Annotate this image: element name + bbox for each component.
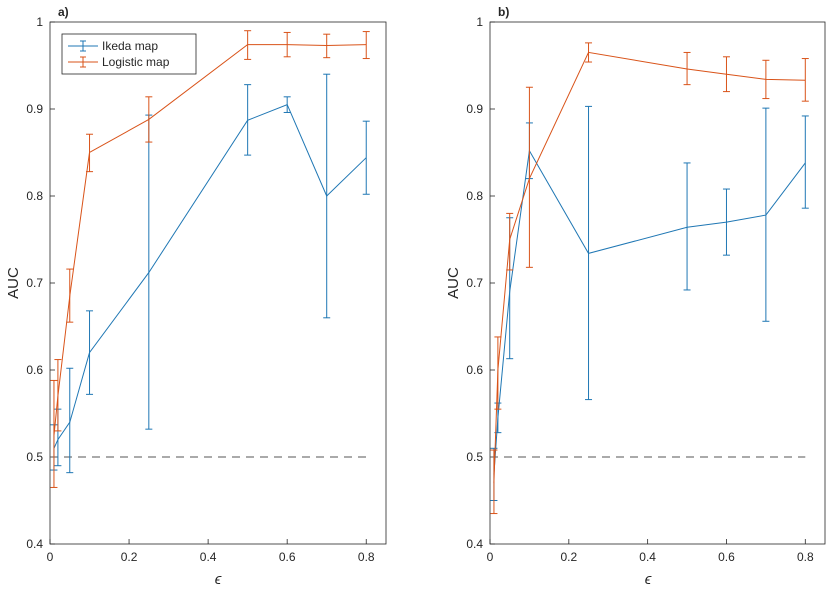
legend-label-logistic: Logistic map bbox=[102, 55, 170, 69]
panel-b: b) AUC ϵ 0 0.2 0.4 0.6 0.8 0.4 0.5 0.6 0.7 0.8 0.9… bbox=[445, 5, 826, 588]
x-tick-label-a: 0 bbox=[47, 550, 54, 564]
x-tick-label-b: 0.4 bbox=[639, 550, 656, 564]
legend-swatch-ikeda bbox=[68, 40, 98, 52]
y-axis-title-a: AUC bbox=[5, 267, 22, 299]
y-tick-label-a: 0.7 bbox=[26, 276, 43, 290]
error-bar-ikeda-map-b bbox=[801, 115, 809, 209]
y-tick-label-a: 0.6 bbox=[26, 363, 43, 377]
error-bar-logistic-map-b bbox=[525, 86, 533, 268]
y-tick-label-a: 1 bbox=[36, 15, 43, 29]
series-line-ikeda-map-b bbox=[493, 149, 806, 475]
x-tick-label-a: 0.6 bbox=[279, 550, 296, 564]
y-tick-label-b: 0.8 bbox=[466, 189, 483, 203]
x-tick-label-a: 0.8 bbox=[358, 550, 375, 564]
series-group-a bbox=[50, 30, 370, 488]
y-tick-label-b: 0.6 bbox=[466, 363, 483, 377]
y-axis-title-b: AUC bbox=[445, 267, 462, 299]
y-tick-label-b: 0.5 bbox=[466, 450, 483, 464]
y-tick-label-a: 0.5 bbox=[26, 450, 43, 464]
x-tick-label-b: 0.8 bbox=[797, 550, 814, 564]
x-tick-label-b: 0.2 bbox=[560, 550, 577, 564]
x-axis-title-b: ϵ bbox=[645, 571, 652, 588]
series-line-ikeda-map-a bbox=[53, 103, 367, 449]
y-tick-label-b: 0.9 bbox=[466, 102, 483, 116]
series-line-logistic-map-b bbox=[493, 51, 806, 484]
x-tick-label-b: 0 bbox=[487, 550, 494, 564]
plot-area-b bbox=[489, 21, 826, 545]
y-tick-label-a: 0.4 bbox=[26, 537, 43, 551]
error-bar-ikeda-map-b bbox=[683, 162, 691, 291]
series-group-b bbox=[490, 42, 809, 515]
error-bar-logistic-map-a bbox=[362, 31, 370, 60]
y-tick-label-a: 0.8 bbox=[26, 189, 43, 203]
legend: Ikeda map Logistic map bbox=[61, 33, 197, 75]
plot-area-a bbox=[49, 21, 387, 545]
x-axis-title-a: ϵ bbox=[215, 571, 222, 588]
x-tick-label-b: 0.6 bbox=[718, 550, 735, 564]
panel-label-a: a) bbox=[58, 5, 69, 19]
y-tick-label-b: 0.7 bbox=[466, 276, 483, 290]
error-bar-ikeda-map-a bbox=[362, 120, 370, 195]
axis-ticks-b: 0 0.2 0.4 0.6 0.8 0.4 0.5 0.6 0.7 0.8 0.9 1 bbox=[466, 15, 814, 564]
panel-a: a) AUC ϵ 0 0.2 0.4 0.6 0.8 0.4 0.5 0.6 0.7 0.8 0.9… bbox=[5, 5, 387, 588]
legend-label-ikeda: Ikeda map bbox=[102, 39, 158, 53]
y-tick-label-b: 1 bbox=[476, 15, 483, 29]
y-tick-label-a: 0.9 bbox=[26, 102, 43, 116]
axis-ticks-a: 0 0.2 0.4 0.6 0.8 0.4 0.5 0.6 0.7 0.8 0.9 1 bbox=[26, 15, 375, 564]
panel-label-b: b) bbox=[498, 5, 509, 19]
y-tick-label-b: 0.4 bbox=[466, 537, 483, 551]
x-tick-label-a: 0.4 bbox=[200, 550, 217, 564]
series-line-logistic-map-a bbox=[53, 44, 367, 436]
error-bar-ikeda-map-a bbox=[66, 367, 74, 474]
legend-swatch-logistic bbox=[68, 56, 98, 68]
x-tick-label-a: 0.2 bbox=[121, 550, 138, 564]
